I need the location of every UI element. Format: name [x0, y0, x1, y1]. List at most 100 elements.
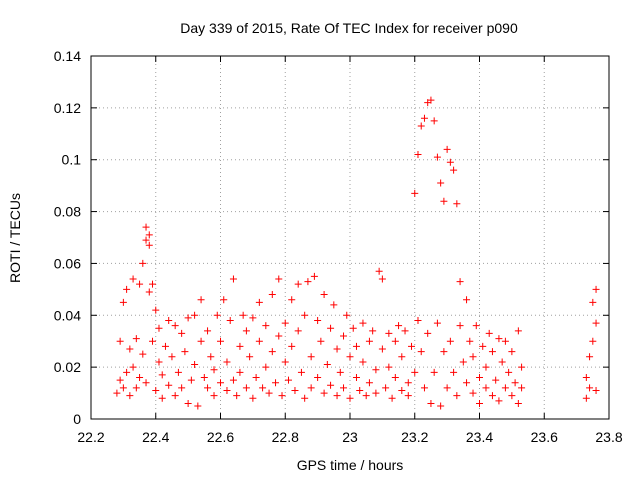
data-point — [288, 342, 296, 350]
data-point — [446, 158, 454, 166]
data-point — [242, 327, 250, 335]
data-point — [378, 345, 386, 353]
data-point — [592, 319, 600, 327]
data-point — [119, 384, 127, 392]
data-point — [586, 384, 594, 392]
x-tick-label: 22.2 — [77, 429, 104, 445]
data-point — [346, 394, 354, 402]
data-point — [155, 324, 163, 332]
data-point — [365, 337, 373, 345]
data-point — [398, 386, 406, 394]
data-point — [385, 363, 393, 371]
data-point — [252, 374, 260, 382]
data-point — [586, 353, 594, 361]
data-point — [229, 275, 237, 283]
data-point — [236, 368, 244, 376]
data-point — [178, 329, 186, 337]
data-point — [178, 384, 186, 392]
data-point — [369, 327, 377, 335]
data-point — [262, 322, 270, 330]
data-point — [340, 384, 348, 392]
data-point — [139, 350, 147, 358]
data-point — [184, 314, 192, 322]
y-tick-label: 0.14 — [54, 48, 81, 64]
data-point — [191, 311, 199, 319]
data-point — [165, 316, 173, 324]
data-point — [327, 324, 335, 332]
data-point — [119, 298, 127, 306]
data-point — [126, 345, 134, 353]
data-point — [242, 384, 250, 392]
data-point — [589, 337, 597, 345]
data-point — [320, 291, 328, 299]
data-point — [479, 342, 487, 350]
data-point — [145, 231, 153, 239]
data-point — [382, 384, 390, 392]
data-point — [158, 394, 166, 402]
data-point — [511, 379, 519, 387]
data-point — [495, 397, 503, 405]
data-point — [317, 337, 325, 345]
data-point — [136, 374, 144, 382]
data-point — [255, 298, 263, 306]
y-tick-label: 0 — [73, 411, 81, 427]
data-point — [401, 327, 409, 335]
data-point — [372, 366, 380, 374]
data-point — [301, 394, 309, 402]
data-point — [129, 275, 137, 283]
y-tick-label: 0.08 — [54, 204, 81, 220]
data-point — [336, 368, 344, 376]
data-point — [378, 275, 386, 283]
data-point — [155, 358, 163, 366]
x-tick-label: 23.4 — [466, 429, 493, 445]
y-tick-label: 0.1 — [62, 152, 82, 168]
data-point — [207, 353, 215, 361]
data-point — [116, 376, 124, 384]
data-point — [508, 348, 516, 356]
data-point — [142, 223, 150, 231]
data-point — [352, 374, 360, 382]
data-point — [139, 259, 147, 267]
data-point — [142, 379, 150, 387]
data-point — [171, 322, 179, 330]
data-point — [391, 337, 399, 345]
data-point — [427, 399, 435, 407]
data-point — [446, 337, 454, 345]
data-point — [161, 342, 169, 350]
data-point — [246, 353, 254, 361]
data-point — [343, 311, 351, 319]
data-point — [239, 311, 247, 319]
data-point — [388, 394, 396, 402]
data-point — [123, 368, 131, 376]
grid — [91, 56, 609, 419]
data-point — [268, 348, 276, 356]
chart-title: Day 339 of 2015, Rate Of TEC Index for r… — [180, 20, 518, 36]
data-point — [275, 332, 283, 340]
x-tick-label: 23.2 — [401, 429, 428, 445]
data-point — [359, 319, 367, 327]
data-point — [200, 374, 208, 382]
data-point — [149, 280, 157, 288]
data-point — [213, 311, 221, 319]
x-tick-label: 23 — [342, 429, 358, 445]
x-tick-label: 22.4 — [142, 429, 169, 445]
data-point — [352, 342, 360, 350]
data-point — [582, 374, 590, 382]
data-point — [249, 394, 257, 402]
data-point — [375, 267, 383, 275]
data-point — [145, 288, 153, 296]
data-point — [414, 316, 422, 324]
data-point — [220, 296, 228, 304]
data-point — [333, 392, 341, 400]
data-point — [249, 314, 257, 322]
data-point — [424, 329, 432, 337]
data-point — [414, 151, 422, 159]
data-point — [592, 285, 600, 293]
x-axis-label: GPS time / hours — [297, 457, 404, 473]
data-point — [158, 371, 166, 379]
data-point — [505, 368, 513, 376]
y-tick-label: 0.02 — [54, 359, 81, 375]
data-point — [191, 361, 199, 369]
data-point — [223, 386, 231, 394]
